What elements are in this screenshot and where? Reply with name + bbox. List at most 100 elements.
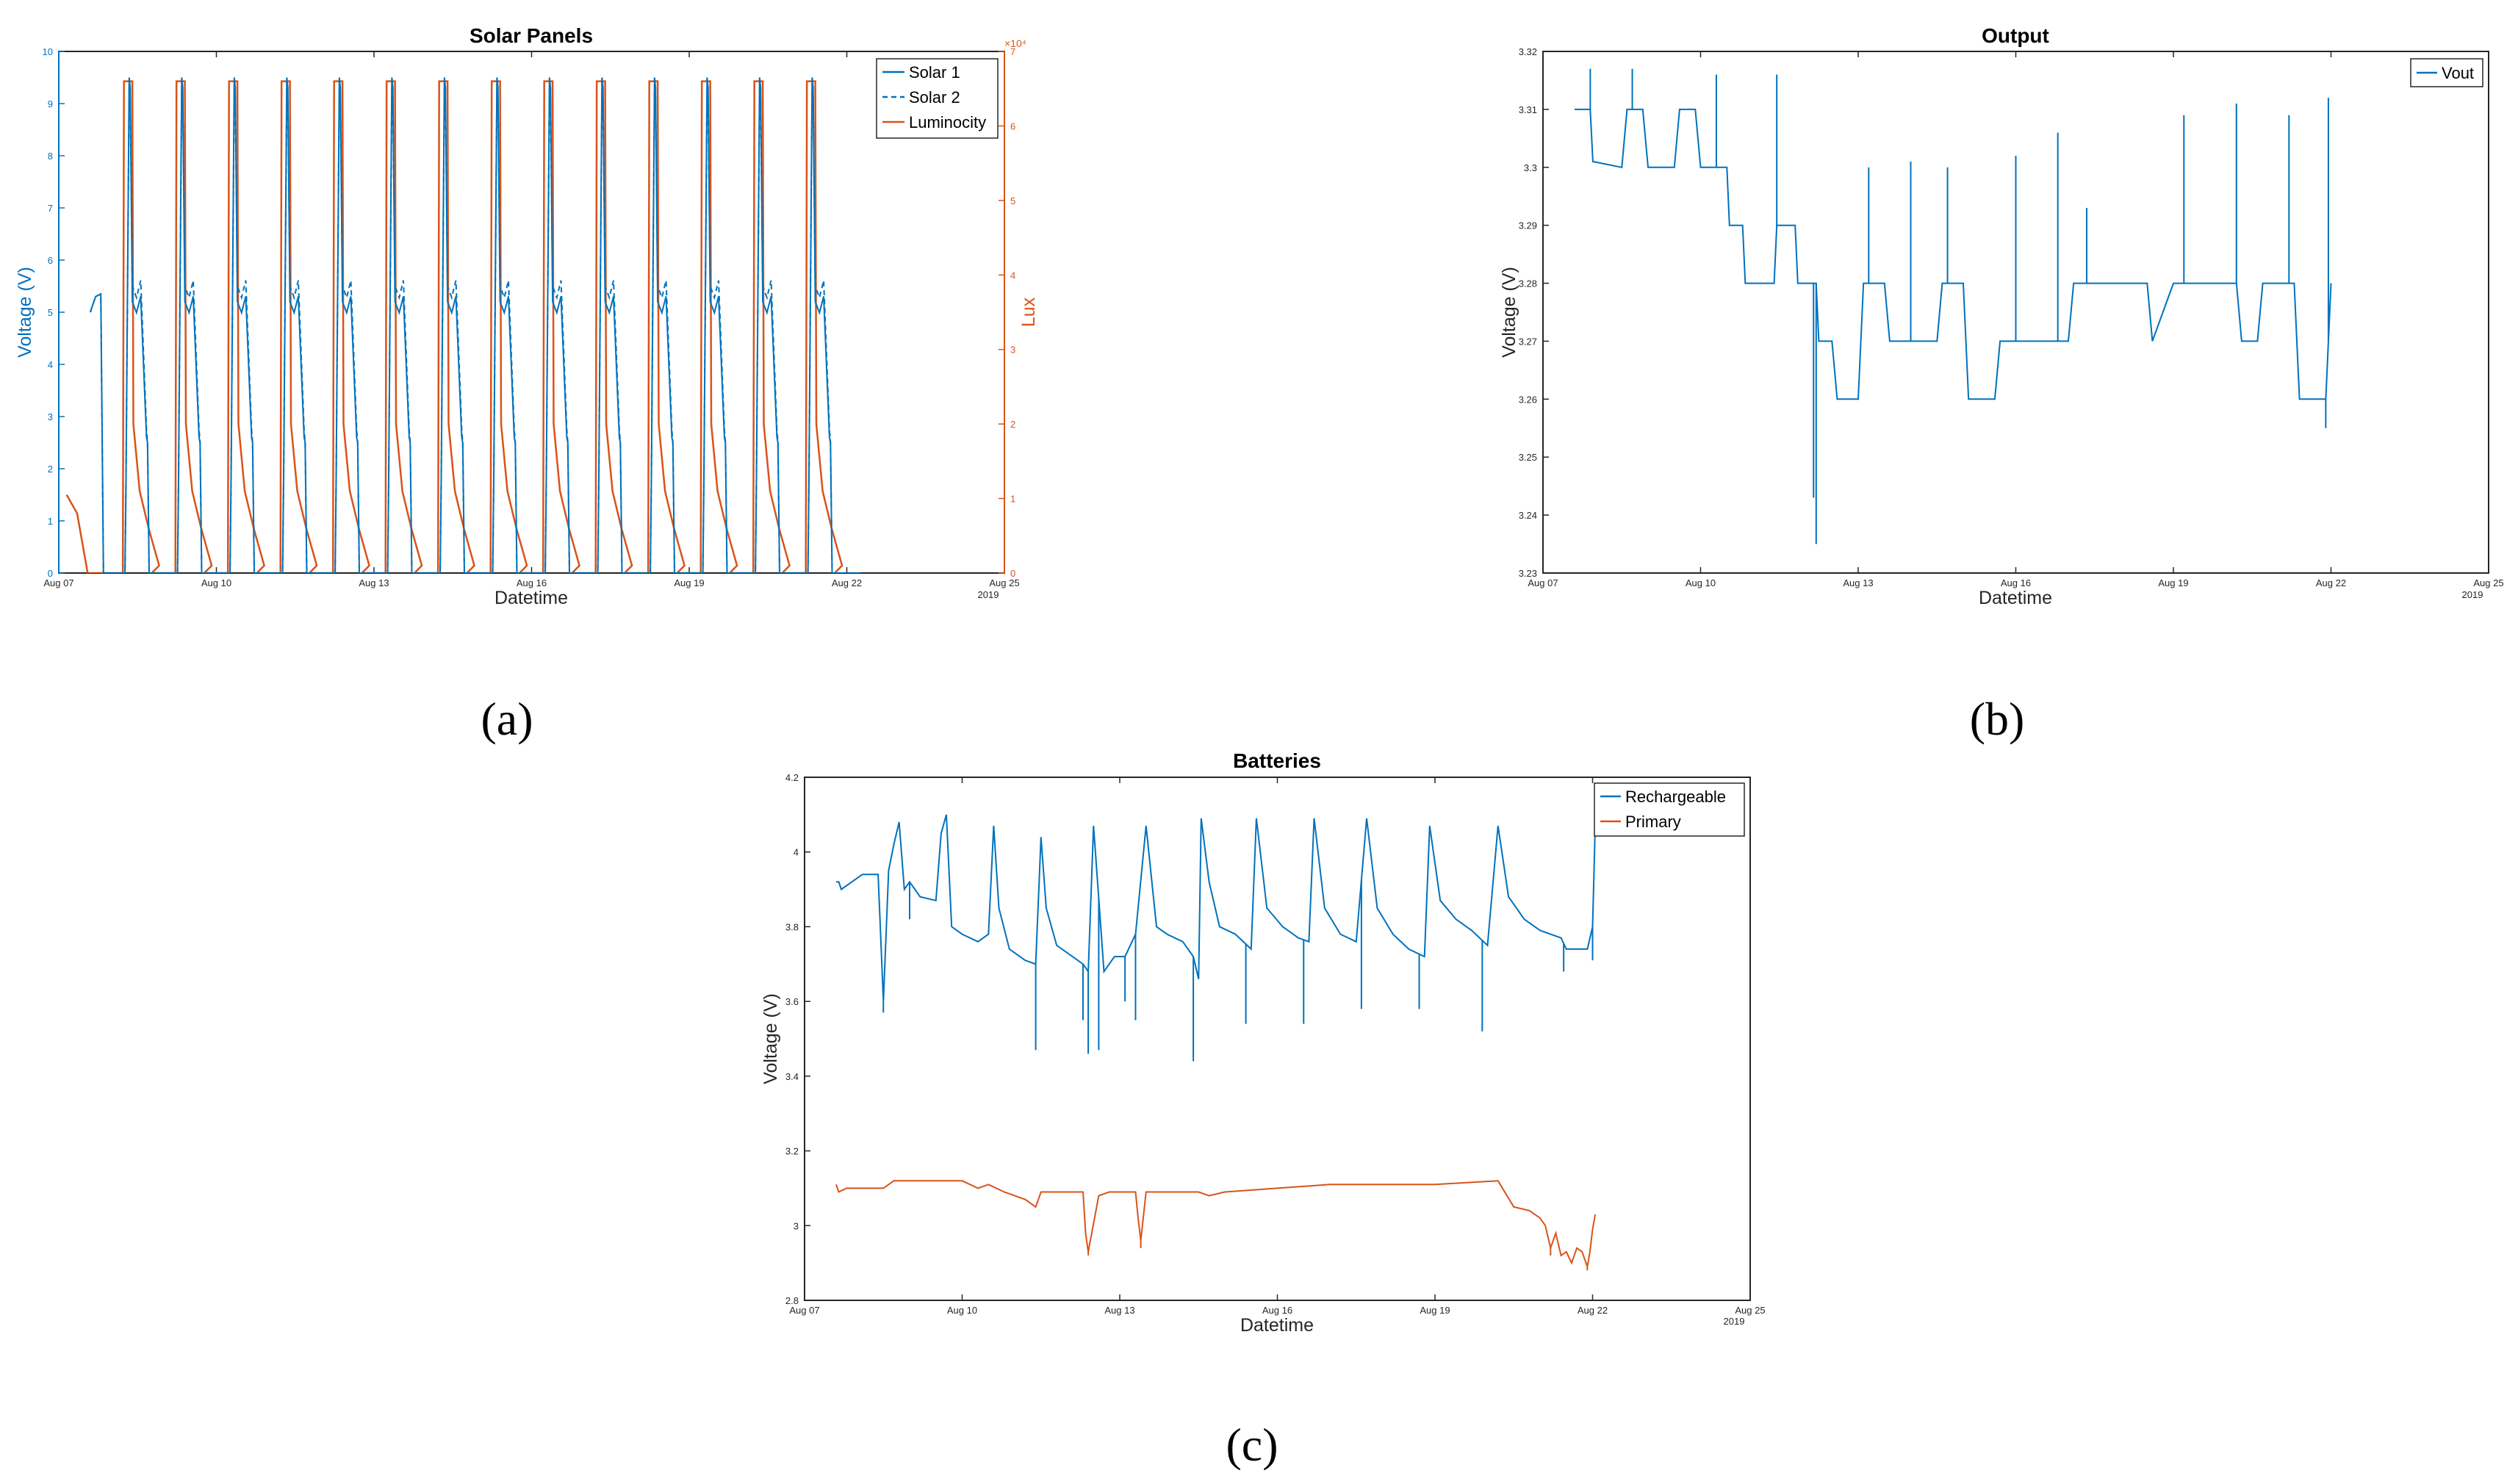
y-tick-label: 8 [48,151,53,162]
solar-legend-label-2: Solar 2 [909,88,960,107]
output-x-year-label: 2019 [2462,589,2483,600]
y-tick-label: 9 [48,98,53,109]
solar-y2-exponent: ×10⁴ [1004,37,1026,49]
panel-label-c: (c) [1226,1419,1278,1471]
y-tick-label: 6 [48,255,53,266]
y-tick-label: 3.25 [1519,452,1537,463]
batteries-x-year-label: 2019 [1724,1316,1745,1327]
y-tick-label: 3.27 [1519,336,1537,347]
y-tick-label: 1 [1010,494,1015,505]
y-tick-label: 10 [43,46,53,57]
solar-x-year-label: 2019 [978,589,999,600]
x-tick-label: Aug 25 [1735,1305,1765,1316]
x-tick-label: Aug 16 [1262,1305,1292,1316]
y-tick-label: 3.6 [785,996,799,1007]
x-tick-label: Aug 10 [1686,577,1716,588]
output-y-ticks: 3.23 3.24 3.25 3.26 3.27 3.28 3.29 3.3 3.31 3.32 [1519,46,1549,579]
x-tick-label: Aug 25 [989,577,1019,588]
solar-series [65,77,861,573]
y-tick-label: 3.24 [1519,510,1537,521]
x-tick-label: Aug 22 [832,577,862,588]
y-tick-label: 3.31 [1519,104,1537,115]
batteries-legend-label-1: Rechargeable [1625,788,1726,806]
output-x-axis-label: Datetime [1979,588,2052,608]
x-tick-label: Aug 07 [1528,577,1558,588]
solar-y-axis-label: Voltage (V) [15,267,35,358]
y-tick-label: 2 [1010,419,1015,430]
batteries-series [835,814,1597,1271]
y-tick-label: 2 [48,464,53,475]
x-tick-label: Aug 07 [43,577,73,588]
output-legend-label-1: Vout [2442,64,2474,82]
y-tick-label: 1 [48,516,53,527]
solar-x-axis-label: Datetime [494,588,568,608]
batteries-legend-box [1594,782,1745,837]
output-chart: Output Datetime Voltage (V) 2019 Aug 07 A… [1499,24,2504,608]
y-tick-label: 3 [48,411,53,422]
solar-legend-label-3: Luminocity [909,113,986,132]
y-tick-label: 3.3 [1524,162,1537,173]
x-tick-label: Aug 19 [1420,1305,1450,1316]
series-line-primary [835,1180,1597,1270]
x-tick-label: Aug 16 [2001,577,2031,588]
output-chart-title: Output [1982,24,2049,47]
solar-chart: Solar Panels Datetime Voltage (V) Lux ×1… [15,24,1039,608]
y-tick-label: 3.23 [1519,568,1537,579]
y-tick-label: 0 [1010,568,1015,579]
series-line-vout [1574,108,2332,400]
y-tick-label: 5 [1010,195,1015,206]
y-tick-label: 3.2 [785,1146,799,1157]
y-tick-label: 3.28 [1519,278,1537,289]
y-tick-label: 3.4 [785,1071,799,1082]
output-x-ticks: Aug 07 Aug 10 Aug 13 Aug 16 Aug 19 Aug 22 Aug … [1528,51,2504,588]
y-tick-label: 3 [794,1220,799,1231]
batteries-y-ticks: 2.8 3 3.2 3.4 3.6 3.8 4 4.2 [785,772,810,1306]
y-tick-label: 2.8 [785,1295,799,1306]
x-tick-label: Aug 16 [517,577,547,588]
y-tick-label: 4.2 [785,772,799,783]
y-tick-label: 7 [48,203,53,214]
solar-y-ticks: 0 1 2 3 4 5 6 7 8 9 10 [43,46,65,579]
series-line-rechargeable [835,814,1597,1002]
panel-label-b: (b) [1970,693,2025,745]
y-tick-label: 4 [1010,270,1015,281]
batteries-chart: Batteries Datetime Voltage (V) 2019 Aug … [760,749,1766,1336]
y-tick-label: 4 [48,359,53,370]
y-tick-label: 3.8 [785,921,799,932]
batteries-legend: Rechargeable Primary [1594,782,1745,837]
x-tick-label: Aug 13 [1843,577,1873,588]
batteries-y-axis-label: Voltage (V) [760,993,781,1084]
y-tick-label: 6 [1010,120,1015,132]
solar-y2-ticks: 0 1 2 3 4 5 6 7 [999,46,1015,579]
x-tick-label: Aug 19 [674,577,704,588]
solar-y2-axis-label: Lux [1018,297,1039,327]
y-tick-label: 3.29 [1519,220,1537,231]
x-tick-label: Aug 10 [947,1305,977,1316]
x-tick-label: Aug 07 [789,1305,819,1316]
y-tick-label: 7 [1010,46,1015,57]
batteries-chart-title: Batteries [1233,749,1321,772]
batteries-x-ticks: Aug 07 Aug 10 Aug 13 Aug 16 Aug 19 Aug 22 Aug … [789,777,1766,1316]
solar-plot-area [58,51,1005,574]
x-tick-label: Aug 10 [201,577,231,588]
x-tick-label: Aug 22 [1578,1305,1608,1316]
solar-legend-label-1: Solar 1 [909,63,960,82]
series-line-solar-1 [89,77,861,573]
y-tick-label: 5 [48,307,53,318]
x-tick-label: Aug 22 [2316,577,2346,588]
y-tick-label: 3 [1010,345,1015,356]
batteries-plot-area [804,777,1751,1301]
y-tick-label: 0 [48,568,53,579]
series-line-luminocity [65,80,843,573]
y-tick-label: 4 [794,847,799,858]
x-tick-label: Aug 13 [1104,1305,1134,1316]
output-series [1574,68,2332,544]
output-legend: Vout [2410,58,2483,87]
solar-legend: Solar 1 Solar 2 Luminocity [876,58,999,139]
solar-chart-title: Solar Panels [470,24,593,47]
solar-x-ticks: Aug 07 Aug 10 Aug 13 Aug 16 Aug 19 Aug 22 Aug … [43,51,1020,588]
y-tick-label: 3.32 [1519,46,1537,57]
panel-label-a: (a) [481,693,533,745]
y-tick-label: 3.26 [1519,394,1537,405]
